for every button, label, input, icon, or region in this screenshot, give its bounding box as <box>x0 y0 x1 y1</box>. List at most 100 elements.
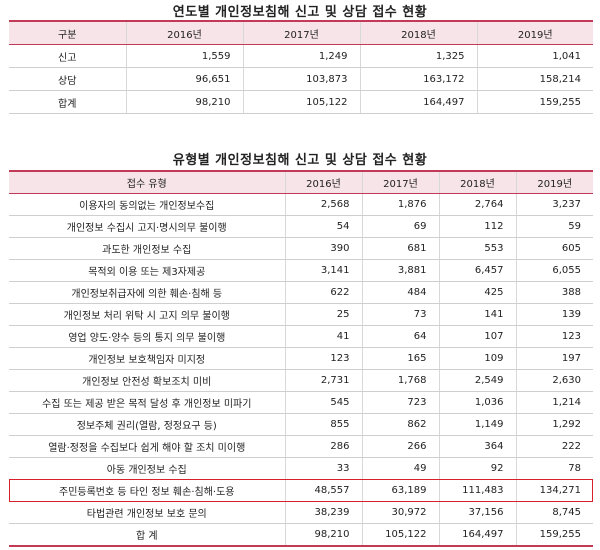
row-label: 열람·정정을 수집보다 쉽게 해야 할 조치 미이행 <box>9 435 285 458</box>
row-label: 신고 <box>9 44 126 68</box>
cell-value: 484 <box>361 281 439 304</box>
cell-value: 73 <box>361 303 439 326</box>
cell-value: 158,214 <box>476 67 593 91</box>
row-label: 과도한 개인정보 수집 <box>9 237 285 260</box>
cell-value: 165 <box>361 347 439 370</box>
table-row: 개인정보 수집시 고지·명시의무 불이행 54 69 112 59 <box>9 215 593 238</box>
cell-value: 159,255 <box>476 90 593 114</box>
row-label: 합계 <box>9 90 126 114</box>
table-row: 수집 또는 제공 받은 목적 달성 후 개인정보 미파기 545 723 1,036 1… <box>9 391 593 414</box>
cell-value: 8,745 <box>515 501 593 524</box>
column-header: 2019년 <box>515 171 593 194</box>
cell-value: 30,972 <box>361 501 439 524</box>
cell-value: 855 <box>284 413 362 436</box>
cell-value: 605 <box>515 237 593 260</box>
table-row: 목적외 이용 또는 제3자제공 3,141 3,881 6,457 6,055 <box>9 259 593 282</box>
row-label: 수집 또는 제공 받은 목적 달성 후 개인정보 미파기 <box>9 391 285 414</box>
column-header: 2018년 <box>438 171 516 194</box>
cell-value: 105,122 <box>361 523 439 547</box>
cell-value: 1,036 <box>438 391 516 414</box>
row-label: 상담 <box>9 67 126 91</box>
table-row: 정보주체 권리(열람, 정정요구 등) 855 862 1,149 1,292 <box>9 413 593 436</box>
cell-value: 681 <box>361 237 439 260</box>
table-row: 개인정보 안전성 확보조치 미비 2,731 1,768 2,549 2,630 <box>9 369 593 392</box>
cell-value: 197 <box>515 347 593 370</box>
column-header: 2018년 <box>359 21 477 45</box>
table-row: 영업 양도·양수 등의 통지 의무 불이행 41 64 107 123 <box>9 325 593 348</box>
cell-value: 862 <box>361 413 439 436</box>
table-row: 과도한 개인정보 수집 390 681 553 605 <box>9 237 593 260</box>
column-header: 2016년 <box>125 21 243 45</box>
row-label: 영업 양도·양수 등의 통지 의무 불이행 <box>9 325 285 348</box>
cell-value: 553 <box>438 237 516 260</box>
cell-value: 2,630 <box>515 369 593 392</box>
cell-value: 109 <box>438 347 516 370</box>
cell-value: 107 <box>438 325 516 348</box>
cell-value: 622 <box>284 281 362 304</box>
cell-value: 98,210 <box>125 90 243 114</box>
table-row: 이용자의 동의없는 개인정보수집 2,568 1,876 2,764 3,237 <box>9 193 593 216</box>
cell-value: 1,249 <box>242 44 360 68</box>
annual-report-table: 구분 2016년 2017년 2018년 2019년 신고 1,559 1,249 1… <box>9 20 593 114</box>
cell-value: 164,497 <box>438 523 516 547</box>
cell-value: 111,483 <box>438 479 516 502</box>
column-header: 접수 유형 <box>9 171 285 194</box>
cell-value: 49 <box>361 457 439 480</box>
cell-value: 3,141 <box>284 259 362 282</box>
column-header: 2017년 <box>361 171 439 194</box>
cell-value: 59 <box>515 215 593 238</box>
column-header: 2019년 <box>476 21 593 45</box>
cell-value: 723 <box>361 391 439 414</box>
cell-value: 1,292 <box>515 413 593 436</box>
row-label: 아동 개인정보 수집 <box>9 457 285 480</box>
table-row: 신고 1,559 1,249 1,325 1,041 <box>9 44 593 68</box>
table-row: 상담 96,651 103,873 163,172 158,214 <box>9 67 593 91</box>
table-row: 주민등록번호 등 타인 정보 훼손·침해·도용 48,557 63,189 111,4… <box>9 479 593 502</box>
cell-value: 1,876 <box>361 193 439 216</box>
cell-value: 25 <box>284 303 362 326</box>
table-header-row: 구분 2016년 2017년 2018년 2019년 <box>9 21 593 45</box>
table-header-row: 접수 유형 2016년 2017년 2018년 2019년 <box>9 171 593 194</box>
cell-value: 3,881 <box>361 259 439 282</box>
type-table-title: 유형별 개인정보침해 신고 및 상담 접수 현황 <box>172 153 428 168</box>
table-row: 타법관련 개인정보 보호 문의 38,239 30,972 37,156 8,745 <box>9 501 593 524</box>
cell-value: 425 <box>438 281 516 304</box>
table-row: 열람·정정을 수집보다 쉽게 해야 할 조치 미이행 286 266 364 222 <box>9 435 593 458</box>
table-row: 합 계 98,210 105,122 164,497 159,255 <box>9 523 593 547</box>
cell-value: 69 <box>361 215 439 238</box>
cell-value: 41 <box>284 325 362 348</box>
cell-value: 3,237 <box>515 193 593 216</box>
cell-value: 96,651 <box>125 67 243 91</box>
table-row: 개인정보 처리 위탁 시 고지 의무 불이행 25 73 141 139 <box>9 303 593 326</box>
cell-value: 139 <box>515 303 593 326</box>
cell-value: 545 <box>284 391 362 414</box>
cell-value: 33 <box>284 457 362 480</box>
cell-value: 2,731 <box>284 369 362 392</box>
cell-value: 63,189 <box>361 479 439 502</box>
row-label: 개인정보취급자에 의한 훼손·침해 등 <box>9 281 285 304</box>
cell-value: 390 <box>284 237 362 260</box>
cell-value: 1,214 <box>515 391 593 414</box>
cell-value: 163,172 <box>359 67 477 91</box>
annual-table-title: 연도별 개인정보침해 신고 및 상담 접수 현황 <box>172 5 428 20</box>
cell-value: 1,041 <box>476 44 593 68</box>
row-label: 목적외 이용 또는 제3자제공 <box>9 259 285 282</box>
cell-value: 159,255 <box>515 523 593 547</box>
cell-value: 286 <box>284 435 362 458</box>
row-label: 개인정보 안전성 확보조치 미비 <box>9 369 285 392</box>
type-report-table: 접수 유형 2016년 2017년 2018년 2019년 이용자의 동의없는 … <box>9 170 593 547</box>
cell-value: 388 <box>515 281 593 304</box>
row-label: 개인정보 처리 위탁 시 고지 의무 불이행 <box>9 303 285 326</box>
cell-value: 105,122 <box>242 90 360 114</box>
row-label: 정보주체 권리(열람, 정정요구 등) <box>9 413 285 436</box>
cell-value: 164,497 <box>359 90 477 114</box>
cell-value: 112 <box>438 215 516 238</box>
row-label: 개인정보 보호책임자 미지정 <box>9 347 285 370</box>
table-row: 개인정보 보호책임자 미지정 123 165 109 197 <box>9 347 593 370</box>
row-label: 합 계 <box>9 523 285 547</box>
cell-value: 6,457 <box>438 259 516 282</box>
cell-value: 92 <box>438 457 516 480</box>
cell-value: 37,156 <box>438 501 516 524</box>
cell-value: 141 <box>438 303 516 326</box>
cell-value: 2,764 <box>438 193 516 216</box>
